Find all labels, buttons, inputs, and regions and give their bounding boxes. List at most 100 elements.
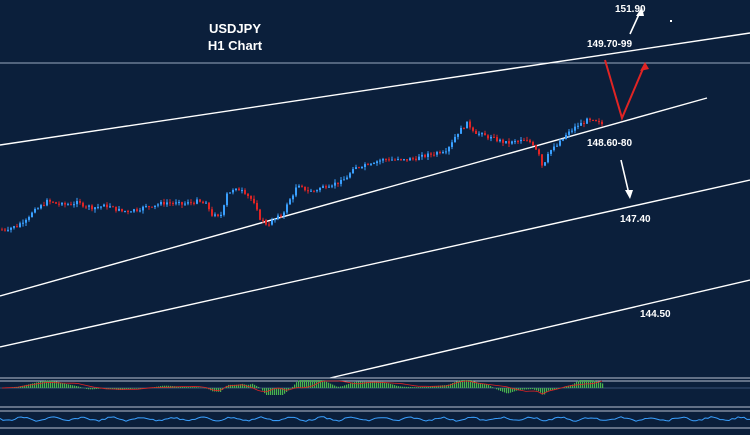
candle-body	[355, 167, 357, 169]
oscillator-bar	[594, 381, 595, 388]
oscillator-bar	[500, 388, 501, 391]
candle-body	[211, 209, 213, 216]
candle-body	[388, 159, 390, 160]
candle-body	[487, 135, 489, 138]
oscillator-bar	[94, 388, 95, 389]
candle-body	[202, 202, 204, 204]
oscillator-bar	[410, 387, 411, 388]
candle-body	[232, 190, 234, 192]
candle-body	[112, 206, 114, 207]
candle-body	[574, 127, 576, 131]
candle-body	[175, 202, 177, 203]
candle-body	[178, 202, 180, 203]
oscillator-bar	[548, 388, 549, 391]
oscillator-bar	[326, 382, 327, 388]
oscillator-bar	[338, 387, 339, 388]
candle-body	[88, 206, 90, 207]
oscillator-bar	[46, 381, 47, 388]
oscillator-bar	[70, 385, 71, 388]
oscillator-bar	[538, 388, 539, 391]
oscillator-bar	[526, 388, 527, 389]
candle-body	[292, 196, 294, 200]
oscillator-bar	[52, 381, 53, 388]
oscillator-bar	[442, 385, 443, 388]
candle-body	[304, 187, 306, 191]
candle-body	[55, 202, 57, 203]
candle-body	[301, 186, 303, 187]
candle-body	[106, 205, 108, 208]
candle-body	[238, 189, 240, 191]
oscillator-bar	[78, 386, 79, 388]
oscillator-bar	[64, 384, 65, 388]
candle-body	[205, 203, 207, 204]
oscillator-bar	[36, 382, 37, 388]
oscillator-bar	[90, 388, 91, 389]
candle-body	[445, 151, 447, 152]
oscillator-bar	[136, 388, 137, 389]
candle-body	[49, 200, 51, 202]
oscillator-bar	[294, 385, 295, 388]
oscillator-bar	[550, 388, 551, 390]
candle-body	[523, 140, 525, 141]
oscillator-bar	[498, 388, 499, 390]
oscillator-bar	[504, 388, 505, 392]
oscillator-bar	[264, 388, 265, 393]
candle-body	[124, 211, 126, 212]
candle-body	[94, 207, 96, 209]
candle-body	[568, 132, 570, 135]
oscillator-bar	[32, 383, 33, 388]
candle-body	[598, 121, 600, 122]
candle-body	[559, 141, 561, 146]
oscillator-bar	[60, 383, 61, 388]
candle-body	[34, 209, 36, 213]
oscillator-bar	[400, 386, 401, 388]
oscillator-bar	[296, 382, 297, 388]
oscillator-bar	[356, 382, 357, 388]
candle-body	[100, 207, 102, 208]
candle-body	[247, 194, 249, 196]
candle-body	[187, 202, 189, 203]
candle-body	[217, 214, 219, 216]
candle-body	[7, 230, 9, 231]
candle-body	[214, 214, 216, 215]
candle-body	[298, 186, 300, 188]
candle-body	[289, 199, 291, 204]
chart-subtitle: H1 Chart	[208, 38, 263, 53]
candle-body	[322, 186, 324, 188]
candle-body	[25, 220, 27, 223]
oscillator-bar	[336, 386, 337, 388]
candle-body	[58, 204, 60, 205]
candle-body	[235, 189, 237, 190]
oscillator-bar	[362, 382, 363, 388]
oscillator-bar	[346, 385, 347, 388]
candle-body	[532, 142, 534, 145]
oscillator-bar	[502, 388, 503, 392]
candle-body	[556, 146, 558, 147]
oscillator-bar	[68, 384, 69, 388]
candle-body	[439, 152, 441, 153]
oscillator-bar	[534, 388, 535, 390]
candle-body	[376, 161, 378, 163]
label-144-50: 144.50	[640, 309, 671, 320]
oscillator-bar	[484, 384, 485, 388]
candle-body	[586, 119, 588, 124]
oscillator-bar	[406, 387, 407, 388]
candle-body	[13, 226, 15, 228]
candle-body	[400, 159, 402, 160]
oscillator-bar	[194, 387, 195, 388]
candle-body	[427, 154, 429, 157]
oscillator-bar	[430, 387, 431, 388]
candle-body	[601, 122, 603, 124]
oscillator-bar	[198, 387, 199, 388]
candle-body	[121, 209, 123, 211]
candle-body	[139, 210, 141, 211]
candle-body	[379, 161, 381, 162]
oscillator-bar	[130, 388, 131, 389]
candle-body	[418, 157, 420, 160]
candle-body	[280, 216, 282, 217]
oscillator-bar	[404, 387, 405, 388]
candle-body	[28, 217, 30, 220]
oscillator-bar	[76, 386, 77, 388]
candle-body	[115, 207, 117, 211]
oscillator-bar	[344, 385, 345, 388]
